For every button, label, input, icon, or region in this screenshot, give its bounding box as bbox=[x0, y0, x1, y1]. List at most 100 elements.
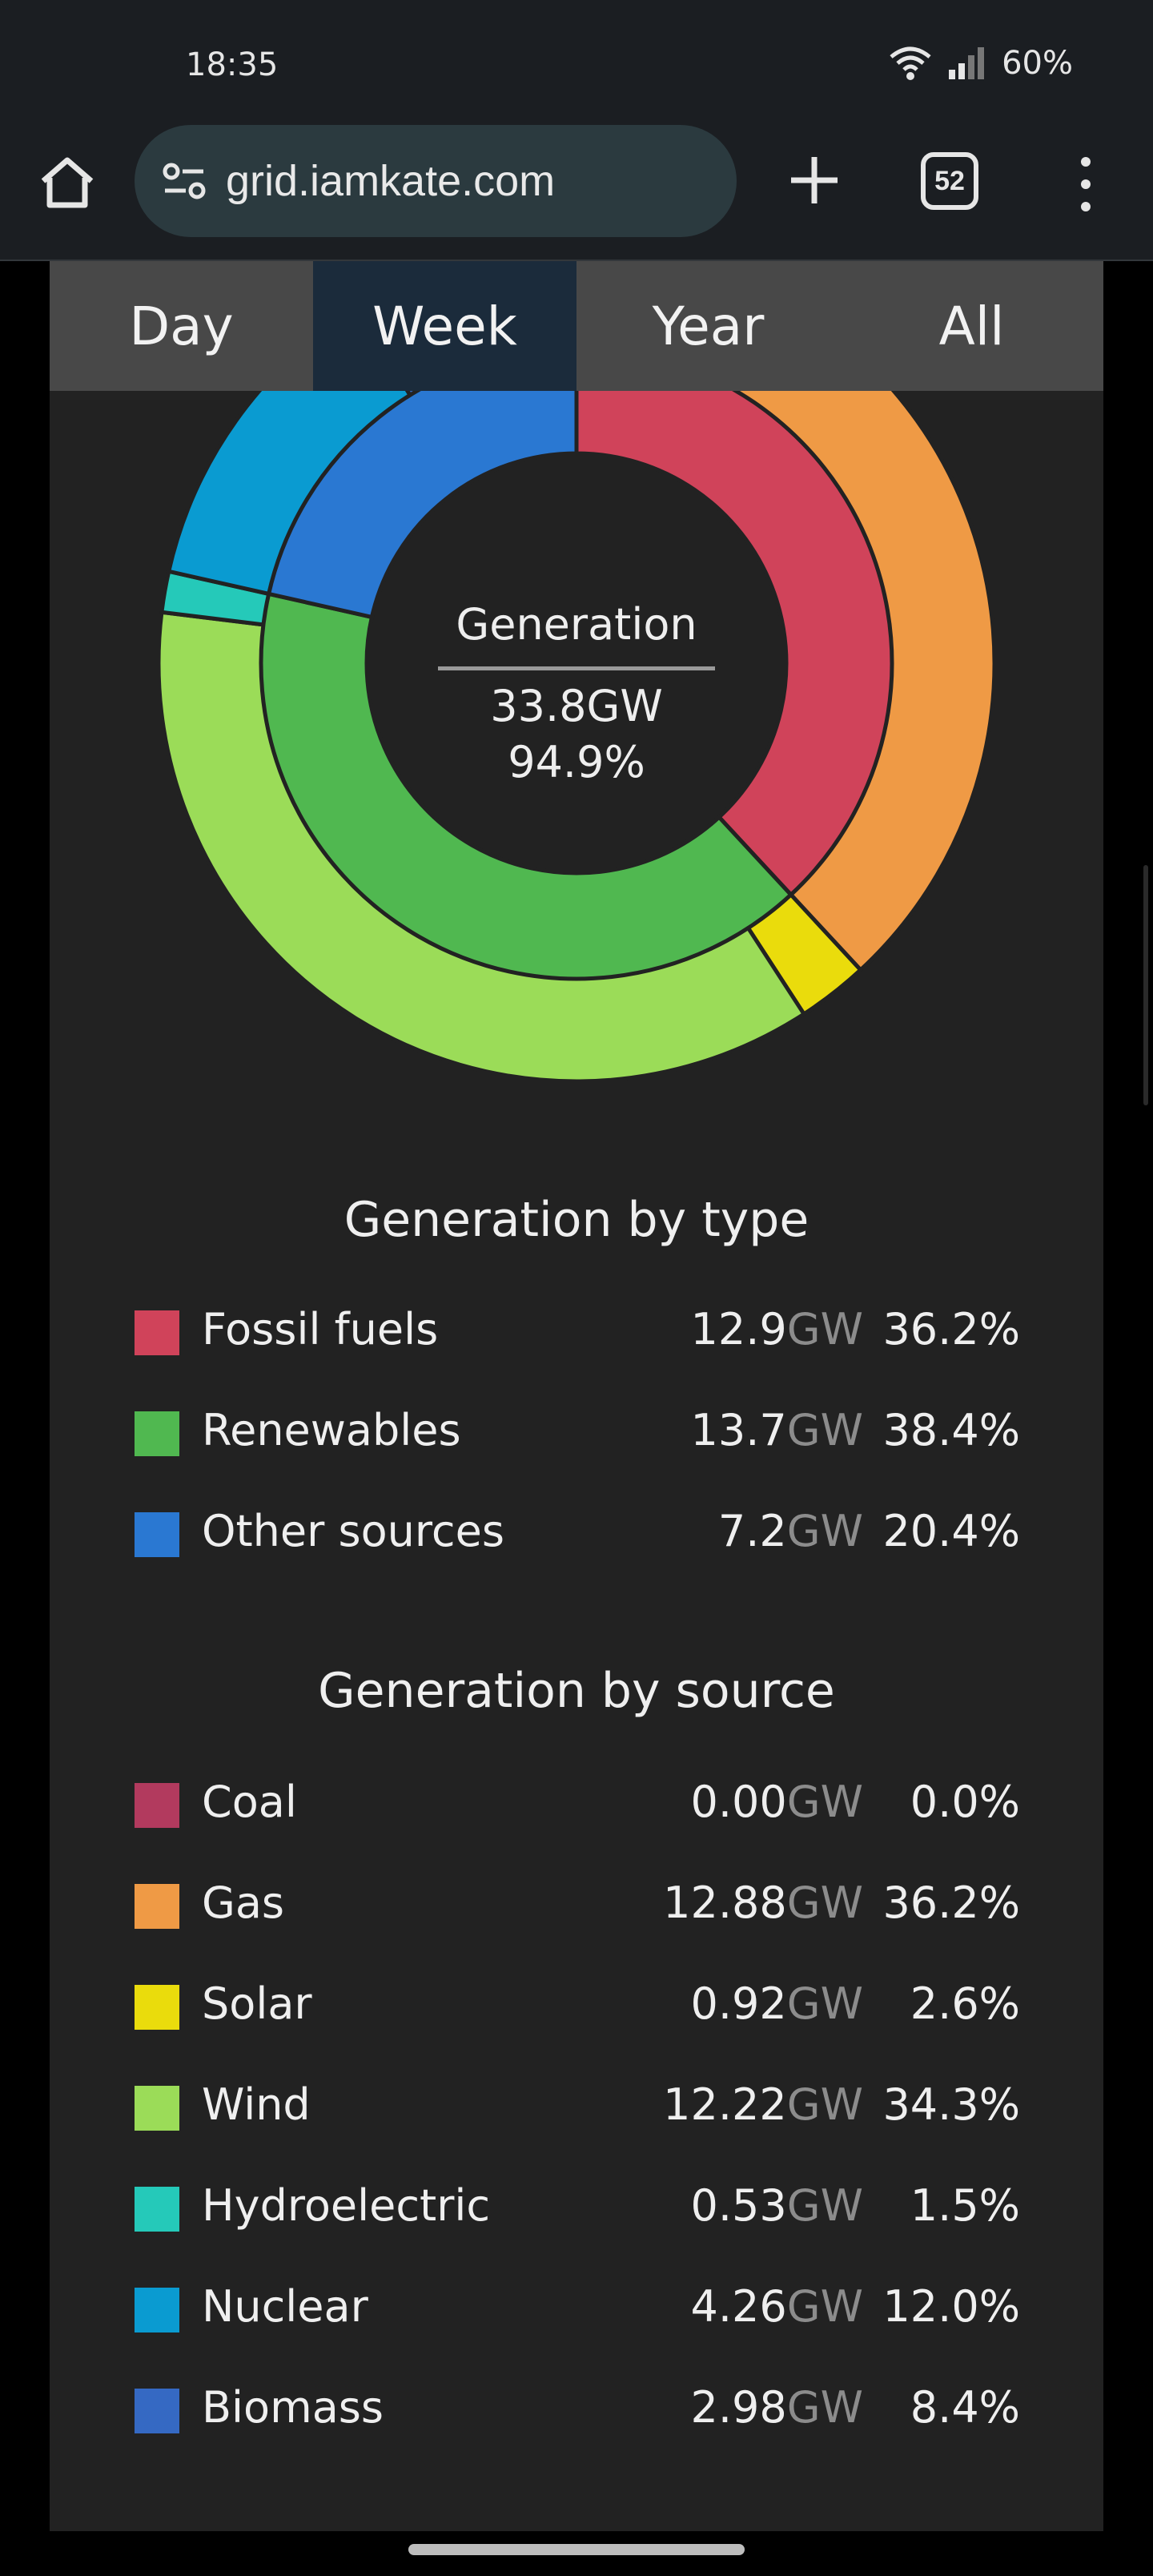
type-section-title: Generation by type bbox=[343, 1192, 810, 1248]
legend-pct: 36.2% bbox=[882, 1878, 1020, 1928]
inner-slice-fossil-fuels[interactable] bbox=[574, 391, 894, 898]
legend-pct: 36.2% bbox=[882, 1304, 1020, 1354]
center-value: 33.8GW bbox=[490, 681, 663, 731]
status-time: 18:35 bbox=[186, 46, 279, 83]
address-bar[interactable]: grid.iamkate.com bbox=[135, 125, 737, 237]
plus-icon[interactable] bbox=[778, 144, 850, 216]
legend-row-coal: Coal 0.00GW 0.0% bbox=[50, 1769, 1103, 1841]
status-icons: 60% bbox=[888, 45, 1073, 82]
value-number: 2.98 bbox=[690, 2382, 787, 2433]
status-bar: 18:35 60% bbox=[0, 0, 1153, 120]
value-unit: GW bbox=[786, 2180, 863, 2231]
legend-value: 2.98GW bbox=[691, 2382, 863, 2433]
center-title: Generation bbox=[456, 599, 697, 650]
value-unit: GW bbox=[786, 1978, 863, 2029]
value-unit: GW bbox=[786, 1405, 863, 1455]
legend-value: 0.92GW bbox=[691, 1978, 863, 2029]
value-number: 12.22 bbox=[663, 2079, 787, 2130]
value-number: 0.53 bbox=[690, 2180, 787, 2231]
swatch-nuclear bbox=[135, 2288, 179, 2332]
legend-row-solar: Solar 0.92GW 2.6% bbox=[50, 1970, 1103, 2043]
signal-icon bbox=[949, 47, 985, 79]
swatch-gas bbox=[135, 1884, 179, 1929]
url-text[interactable]: grid.iamkate.com bbox=[226, 157, 556, 205]
tab-day[interactable]: Day bbox=[129, 295, 234, 357]
value-unit: GW bbox=[786, 1878, 863, 1928]
tab-all[interactable]: All bbox=[938, 295, 1005, 357]
value-unit: GW bbox=[786, 2079, 863, 2130]
home-icon[interactable] bbox=[35, 151, 99, 215]
legend-pct: 2.6% bbox=[910, 1978, 1020, 2029]
legend-row-hydro: Hydroelectric 0.53GW 1.5% bbox=[50, 2172, 1103, 2244]
legend-label: Coal bbox=[202, 1777, 297, 1827]
value-unit: GW bbox=[786, 2281, 863, 2332]
donut-chart: Generation 33.8GW 94.9% bbox=[50, 391, 1103, 1352]
legend-value: 13.7GW bbox=[691, 1405, 863, 1455]
legend-pct: 38.4% bbox=[882, 1405, 1020, 1455]
legend-label: Wind bbox=[202, 2079, 311, 2130]
legend-value: 0.53GW bbox=[691, 2180, 863, 2231]
value-number: 7.2 bbox=[717, 1506, 787, 1556]
value-number: 0.92 bbox=[690, 1978, 787, 2029]
legend-pct: 1.5% bbox=[910, 2180, 1020, 2231]
value-unit: GW bbox=[786, 1777, 863, 1827]
wifi-icon bbox=[890, 46, 931, 80]
range-tabs: Day Week Year All bbox=[50, 261, 1103, 391]
legend-row-wind: Wind 12.22GW 34.3% bbox=[50, 2071, 1103, 2143]
legend-label: Nuclear bbox=[202, 2281, 368, 2332]
legend-value: 12.22GW bbox=[663, 2079, 863, 2130]
legend-label: Hydroelectric bbox=[202, 2180, 491, 2231]
value-unit: GW bbox=[786, 2382, 863, 2433]
tab-switcher-button[interactable]: 52 bbox=[921, 152, 978, 210]
value-number: 12.9 bbox=[690, 1304, 787, 1354]
legend-label: Fossil fuels bbox=[202, 1304, 439, 1354]
legend-pct: 34.3% bbox=[882, 2079, 1020, 2130]
swatch-other bbox=[135, 1512, 179, 1557]
legend-value: 12.88GW bbox=[663, 1878, 863, 1928]
browser-toolbar: grid.iamkate.com 52 bbox=[0, 120, 1153, 261]
site-settings-icon[interactable] bbox=[159, 155, 210, 207]
source-section-title: Generation by source bbox=[318, 1663, 835, 1719]
legend-pct: 0.0% bbox=[910, 1777, 1020, 1827]
legend-row-nuclear: Nuclear 4.26GW 12.0% bbox=[50, 2273, 1103, 2345]
donut-svg bbox=[156, 391, 997, 1084]
tab-week[interactable]: Week bbox=[313, 261, 576, 391]
swatch-hydro bbox=[135, 2187, 179, 2232]
legend-row-biomass: Biomass 2.98GW 8.4% bbox=[50, 2374, 1103, 2446]
swatch-solar bbox=[135, 1985, 179, 2030]
legend-label: Solar bbox=[202, 1978, 312, 2029]
inner-slice-other-sources[interactable] bbox=[266, 391, 579, 620]
legend-value: 0.00GW bbox=[691, 1777, 863, 1827]
legend-pct: 8.4% bbox=[910, 2382, 1020, 2433]
legend-row-fossil: Fossil fuels 12.9GW 36.2% bbox=[50, 1296, 1103, 1368]
battery-percent: 60% bbox=[1002, 45, 1073, 82]
legend-row-gas: Gas 12.88GW 36.2% bbox=[50, 1870, 1103, 1942]
value-number: 4.26 bbox=[690, 2281, 787, 2332]
value-number: 0.00 bbox=[690, 1777, 787, 1827]
tab-year[interactable]: Year bbox=[652, 295, 765, 357]
legend-pct: 20.4% bbox=[882, 1506, 1020, 1556]
legend-label: Biomass bbox=[202, 2382, 384, 2433]
legend-label: Renewables bbox=[202, 1405, 461, 1455]
legend-row-renewables: Renewables 13.7GW 38.4% bbox=[50, 1397, 1103, 1469]
value-number: 13.7 bbox=[690, 1405, 787, 1455]
inner-slice-renewables[interactable] bbox=[259, 591, 794, 981]
legend-row-other: Other sources 7.2GW 20.4% bbox=[50, 1498, 1103, 1570]
home-indicator[interactable] bbox=[408, 2544, 745, 2555]
center-percent: 94.9% bbox=[508, 737, 645, 787]
swatch-fossil bbox=[135, 1310, 179, 1355]
center-divider bbox=[438, 666, 715, 670]
swatch-biomass bbox=[135, 2389, 179, 2433]
swatch-wind bbox=[135, 2086, 179, 2131]
value-number: 12.88 bbox=[663, 1878, 787, 1928]
more-menu-icon[interactable] bbox=[1070, 152, 1102, 216]
generation-card: Day Week Year All Generation 33.8GW 94.9… bbox=[50, 261, 1103, 2531]
legend-pct: 12.0% bbox=[882, 2281, 1020, 2332]
legend-value: 4.26GW bbox=[691, 2281, 863, 2332]
swatch-renewables bbox=[135, 1411, 179, 1456]
legend-label: Gas bbox=[202, 1878, 285, 1928]
legend-label: Other sources bbox=[202, 1506, 504, 1556]
legend-value: 7.2GW bbox=[718, 1506, 863, 1556]
swatch-coal bbox=[135, 1783, 179, 1828]
scrollbar-thumb[interactable] bbox=[1143, 865, 1148, 1105]
